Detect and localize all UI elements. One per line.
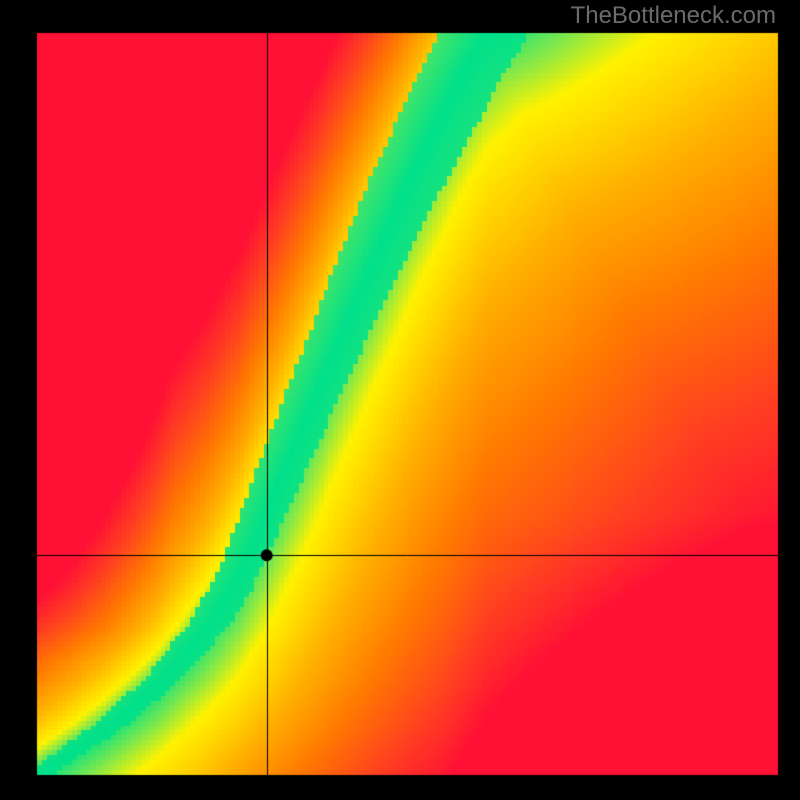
bottleneck-heatmap <box>0 0 800 800</box>
chart-root: TheBottleneck.com <box>0 0 800 800</box>
watermark-text: TheBottleneck.com <box>571 2 776 30</box>
